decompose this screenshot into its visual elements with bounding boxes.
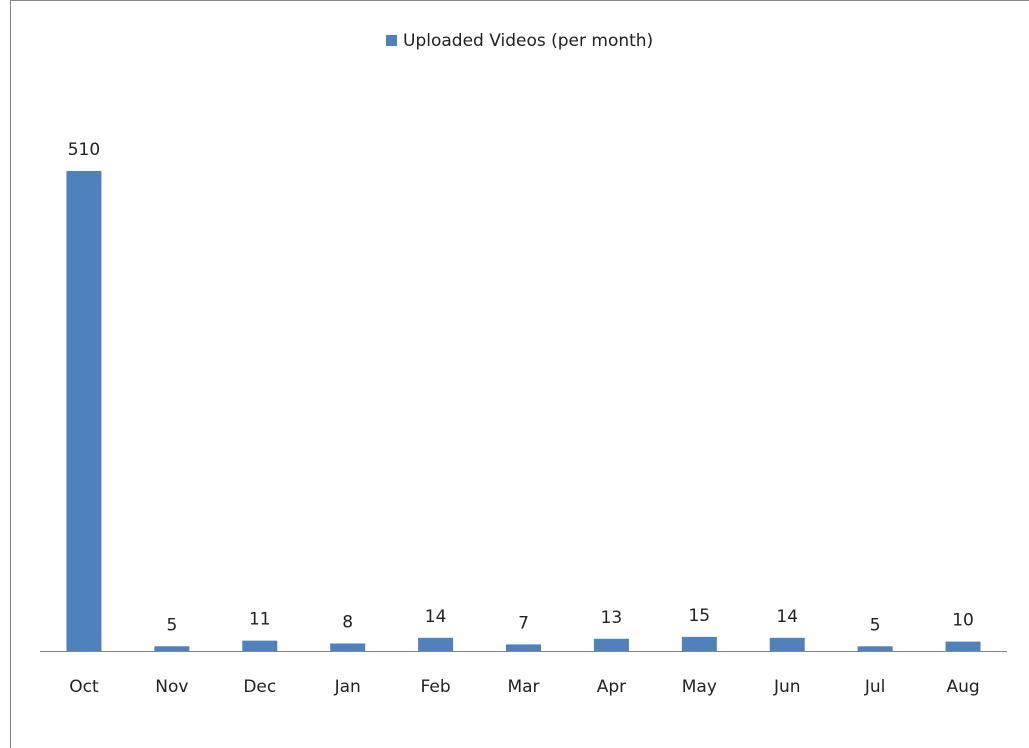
x-tick-label: Oct: [69, 677, 99, 697]
bar: [154, 646, 190, 651]
data-label: 10: [952, 611, 974, 631]
bar: [506, 644, 541, 651]
x-tick-label: Jul: [864, 677, 886, 697]
bar: [330, 643, 366, 651]
x-tick-label: Apr: [597, 677, 626, 697]
data-label: 510: [68, 140, 100, 160]
data-label: 14: [425, 607, 447, 627]
bar: [66, 171, 102, 651]
bar: [857, 646, 893, 651]
x-tick-label: Dec: [243, 677, 276, 697]
bar: [593, 638, 629, 651]
x-tick-label: May: [682, 677, 717, 697]
data-label: 5: [166, 615, 177, 635]
bar: [418, 637, 454, 651]
data-label: 13: [601, 608, 623, 628]
data-label: 7: [518, 613, 529, 633]
data-label: 11: [249, 610, 271, 630]
data-label: 14: [776, 607, 798, 627]
x-tick-label: Jun: [773, 677, 801, 697]
x-tick-label: Feb: [421, 677, 451, 697]
legend-swatch: [386, 35, 397, 46]
data-label: 5: [870, 615, 881, 635]
bar: [769, 637, 805, 651]
x-tick-label: Nov: [155, 677, 188, 697]
data-label: 15: [688, 606, 710, 626]
bar: [242, 640, 278, 651]
data-label: 8: [342, 612, 353, 632]
bar: [681, 636, 717, 651]
chart-frame: [10, 0, 1029, 748]
legend-label: Uploaded Videos (per month): [403, 31, 653, 51]
x-tick-label: Jan: [334, 677, 361, 697]
bar: [945, 641, 981, 651]
x-tick-label: Aug: [946, 677, 979, 697]
x-tick-label: Mar: [507, 677, 539, 697]
